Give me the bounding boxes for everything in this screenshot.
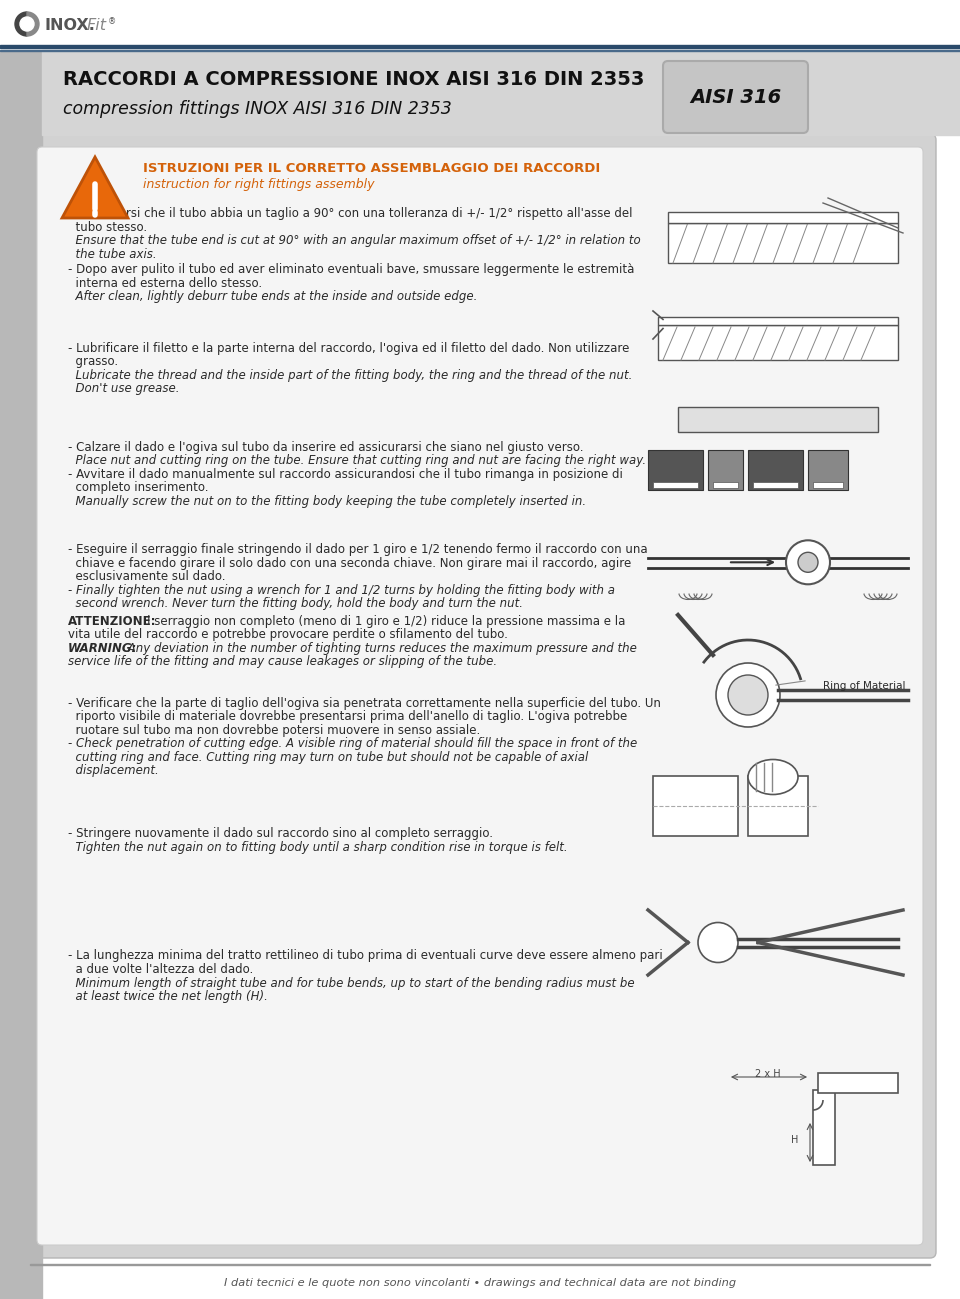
- Text: second wrench. Never turn the fitting body, hold the body and turn the nut.: second wrench. Never turn the fitting bo…: [68, 598, 523, 611]
- Text: Ensure that the tube end is cut at 90° with an angular maximum offset of +/- 1/2: Ensure that the tube end is cut at 90° w…: [68, 234, 640, 247]
- Text: Any deviation in the number of tighting turns reduces the maximum pressure and t: Any deviation in the number of tighting …: [124, 642, 636, 655]
- Text: Lubricate the thread and the inside part of the fitting body, the ring and the t: Lubricate the thread and the inside part…: [68, 369, 633, 382]
- Text: I dati tecnici e le quote non sono vincolanti • drawings and technical data are : I dati tecnici e le quote non sono vinco…: [224, 1278, 736, 1289]
- Text: - Verificare che la parte di taglio dell'ogiva sia penetrata correttamente nella: - Verificare che la parte di taglio dell…: [68, 696, 660, 709]
- FancyBboxPatch shape: [37, 147, 923, 1244]
- Text: interna ed esterna dello stesso.: interna ed esterna dello stesso.: [68, 277, 262, 290]
- Text: Minimum length of straight tube and for tube bends, up to start of the bending r: Minimum length of straight tube and for …: [68, 977, 635, 990]
- Text: Il serraggio non completo (meno di 1 giro e 1/2) riduce la pressione massima e l: Il serraggio non completo (meno di 1 gir…: [140, 614, 625, 627]
- Text: ATTENZIONE:: ATTENZIONE:: [68, 614, 156, 627]
- Circle shape: [20, 17, 34, 31]
- Bar: [748, 449, 803, 490]
- Text: - Stringere nuovamente il dado sul raccordo sino al completo serraggio.: - Stringere nuovamente il dado sul racco…: [68, 827, 493, 840]
- Text: - Eseguire il serraggio finale stringendo il dado per 1 giro e 1/2 tenendo fermo: - Eseguire il serraggio finale stringend…: [68, 543, 648, 556]
- Bar: [713, 482, 738, 488]
- Bar: [748, 776, 808, 837]
- Text: esclusivamente sul dado.: esclusivamente sul dado.: [68, 570, 226, 583]
- Bar: [813, 482, 843, 488]
- Bar: [808, 449, 848, 490]
- Bar: [0, 44, 960, 48]
- Text: Fit: Fit: [87, 17, 107, 32]
- Text: Tighten the nut again on to fitting body until a sharp condition rise in torque : Tighten the nut again on to fitting body…: [68, 840, 567, 853]
- Bar: [658, 317, 898, 325]
- Text: - La lunghezza minima del tratto rettilineo di tubo prima di eventuali curve dev: - La lunghezza minima del tratto rettili…: [68, 950, 662, 963]
- Circle shape: [798, 552, 818, 573]
- FancyBboxPatch shape: [663, 61, 808, 132]
- Text: Ring of Material: Ring of Material: [823, 681, 905, 691]
- Text: RACCORDI A COMPRESSIONE INOX AISI 316 DIN 2353: RACCORDI A COMPRESSIONE INOX AISI 316 DI…: [63, 70, 644, 90]
- Text: - Check penetration of cutting edge. A visible ring of material should fill the : - Check penetration of cutting edge. A v…: [68, 737, 637, 750]
- Wedge shape: [15, 12, 27, 36]
- FancyBboxPatch shape: [24, 134, 936, 1257]
- Text: ISTRUZIONI PER IL CORRETTO ASSEMBLAGGIO DEI RACCORDI: ISTRUZIONI PER IL CORRETTO ASSEMBLAGGIO …: [143, 162, 600, 175]
- Text: grasso.: grasso.: [68, 355, 118, 368]
- Circle shape: [716, 662, 780, 727]
- Text: tubo stesso.: tubo stesso.: [68, 221, 147, 234]
- Text: - Lubrificare il filetto e la parte interna del raccordo, l'ogiva ed il filetto : - Lubrificare il filetto e la parte inte…: [68, 342, 630, 355]
- Circle shape: [698, 922, 738, 963]
- Text: Manually screw the nut on to the fitting body keeping the tube completely insert: Manually screw the nut on to the fitting…: [68, 495, 587, 508]
- Text: INOX.: INOX.: [45, 17, 96, 32]
- Text: Don't use grease.: Don't use grease.: [68, 382, 180, 395]
- Circle shape: [786, 540, 830, 585]
- Bar: [653, 482, 698, 488]
- Text: - Assicurarsi che il tubo abbia un taglio a 90° con una tolleranza di +/- 1/2° r: - Assicurarsi che il tubo abbia un tagli…: [68, 207, 633, 220]
- Bar: [653, 776, 738, 837]
- Text: 2 x H: 2 x H: [756, 1069, 780, 1079]
- Text: riporto visibile di materiale dovrebbe presentarsi prima dell'anello di taglio. : riporto visibile di materiale dovrebbe p…: [68, 711, 627, 724]
- Bar: [678, 407, 878, 433]
- Text: vita utile del raccordo e potrebbe provocare perdite o sfilamento del tubo.: vita utile del raccordo e potrebbe provo…: [68, 627, 508, 640]
- Text: - Dopo aver pulito il tubo ed aver eliminato eventuali bave, smussare leggerment: - Dopo aver pulito il tubo ed aver elimi…: [68, 262, 635, 275]
- Bar: [42, 49, 960, 135]
- Text: service life of the fitting and may cause leakages or slipping of the tube.: service life of the fitting and may caus…: [68, 655, 497, 668]
- Bar: [708, 449, 743, 490]
- Bar: [753, 482, 798, 488]
- Text: compression fittings INOX AISI 316 DIN 2353: compression fittings INOX AISI 316 DIN 2…: [63, 100, 452, 118]
- Bar: [668, 222, 898, 262]
- Text: After clean, lightly deburr tube ends at the inside and outside edge.: After clean, lightly deburr tube ends at…: [68, 290, 477, 303]
- Text: at least twice the net length (H).: at least twice the net length (H).: [68, 990, 268, 1003]
- Text: a due volte l'altezza del dado.: a due volte l'altezza del dado.: [68, 963, 253, 976]
- Bar: [668, 212, 898, 222]
- Text: completo inserimento.: completo inserimento.: [68, 481, 208, 494]
- Bar: [698, 792, 723, 805]
- Text: H: H: [791, 1135, 798, 1144]
- Bar: [648, 449, 703, 490]
- Text: cutting ring and face. Cutting ring may turn on tube but should not be capable o: cutting ring and face. Cutting ring may …: [68, 751, 588, 764]
- Text: - Finally tighten the nut using a wrench for 1 and 1/2 turns by holding the fitt: - Finally tighten the nut using a wrench…: [68, 583, 615, 596]
- Bar: [818, 1073, 898, 1092]
- Text: WARNING:: WARNING:: [68, 642, 137, 655]
- Text: - Calzare il dado e l'ogiva sul tubo da inserire ed assicurarsi che siano nel gi: - Calzare il dado e l'ogiva sul tubo da …: [68, 440, 584, 453]
- Text: chiave e facendo girare il solo dado con una seconda chiave. Non girare mai il r: chiave e facendo girare il solo dado con…: [68, 556, 632, 569]
- Text: - Avvitare il dado manualmente sul raccordo assicurandosi che il tubo rimanga in: - Avvitare il dado manualmente sul racco…: [68, 468, 623, 481]
- Text: the tube axis.: the tube axis.: [68, 248, 156, 261]
- Text: AISI 316: AISI 316: [690, 87, 781, 107]
- Text: ruotare sul tubo ma non dovrebbe potersi muovere in senso assiale.: ruotare sul tubo ma non dovrebbe potersi…: [68, 724, 480, 737]
- Text: displacement.: displacement.: [68, 764, 158, 777]
- Wedge shape: [27, 12, 39, 36]
- Bar: [0, 51, 42, 1299]
- Polygon shape: [62, 157, 128, 218]
- Circle shape: [728, 675, 768, 714]
- Text: Place nut and cutting ring on the tube. Ensure that cutting ring and nut are fac: Place nut and cutting ring on the tube. …: [68, 453, 646, 468]
- Text: ®: ®: [108, 17, 116, 26]
- Bar: [658, 325, 898, 360]
- Ellipse shape: [748, 760, 798, 795]
- Text: instruction for right fittings assembly: instruction for right fittings assembly: [143, 178, 374, 191]
- Bar: [813, 1090, 835, 1165]
